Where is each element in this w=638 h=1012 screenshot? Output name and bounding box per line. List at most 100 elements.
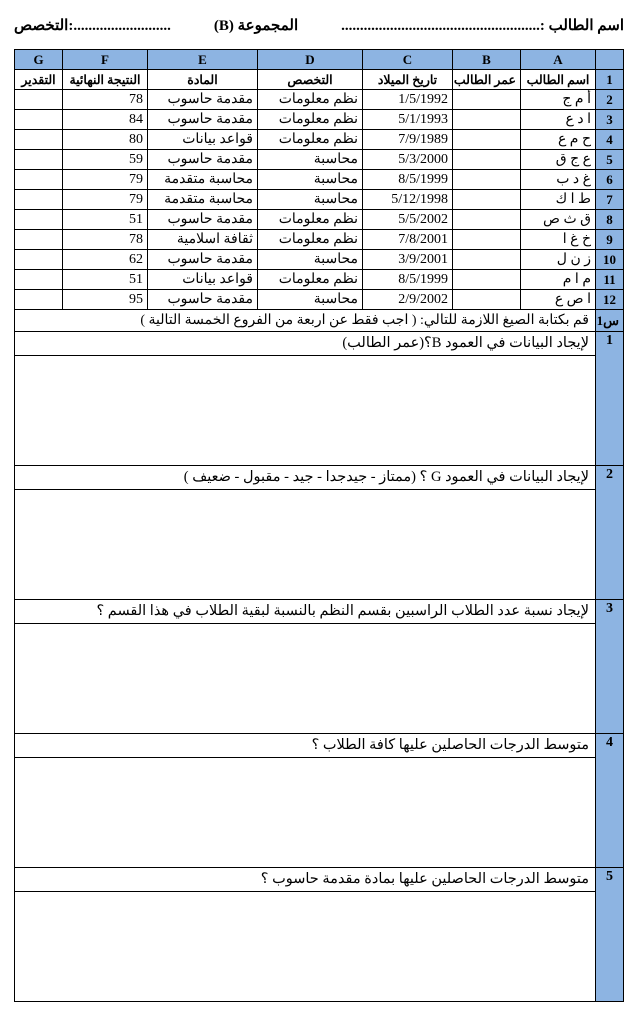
cell-subject: مقدمة حاسوب (148, 90, 258, 110)
cell-rating (15, 110, 63, 130)
cell-spec: نظم معلومات (258, 270, 363, 290)
subhead-E: المادة (148, 70, 258, 90)
cell-name: ط ا ك (521, 190, 596, 210)
cell-name: ا ص ع (521, 290, 596, 310)
cell-spec: محاسبة (258, 290, 363, 310)
cell-grade: 51 (63, 210, 148, 230)
cell-grade: 78 (63, 90, 148, 110)
answer-space (15, 892, 596, 1002)
cell-spec: نظم معلومات (258, 110, 363, 130)
row-number: 7 (596, 190, 624, 210)
cell-grade: 78 (63, 230, 148, 250)
cell-age (453, 210, 521, 230)
question-number: 4 (596, 734, 624, 868)
header: اسم الطالب :............................… (14, 16, 624, 35)
cell-grade: 79 (63, 190, 148, 210)
cell-dob: 8/5/1999 (363, 270, 453, 290)
cell-subject: مقدمة حاسوب (148, 150, 258, 170)
col-head-B: B (453, 50, 521, 70)
cell-name: ق ث ص (521, 210, 596, 230)
subhead-D: التخصص (258, 70, 363, 90)
table-row: 2أ م ج1/5/1992نظم معلوماتمقدمة حاسوب78 (15, 90, 624, 110)
question-text: متوسط الدرجات الحاصلين عليها بمادة مقدمة… (15, 868, 596, 892)
instruction-text: قم بكتابة الصيغ اللازمة للتالي: ( اجب فق… (15, 310, 596, 332)
cell-spec: محاسبة (258, 150, 363, 170)
data-table: A B C D E F G 1 اسم الطالب عمر الطالب تا… (14, 49, 624, 1002)
spec-label: التخصص:.......................... (14, 16, 171, 35)
cell-grade: 84 (63, 110, 148, 130)
row-number: 9 (596, 230, 624, 250)
cell-dob: 3/9/2001 (363, 250, 453, 270)
cell-subject: مقدمة حاسوب (148, 210, 258, 230)
cell-dob: 5/1/1993 (363, 110, 453, 130)
cell-rating (15, 270, 63, 290)
col-head-C: C (363, 50, 453, 70)
question-row: 5متوسط الدرجات الحاصلين عليها بمادة مقدم… (15, 868, 624, 892)
col-head-E: E (148, 50, 258, 70)
cell-rating (15, 150, 63, 170)
cell-dob: 8/5/1999 (363, 170, 453, 190)
answer-space-row (15, 356, 624, 466)
cell-age (453, 270, 521, 290)
cell-subject: محاسبة متقدمة (148, 170, 258, 190)
answer-space (15, 624, 596, 734)
subhead-A: اسم الطالب (521, 70, 596, 90)
cell-subject: مقدمة حاسوب (148, 290, 258, 310)
row-number: 3 (596, 110, 624, 130)
cell-dob: 7/8/2001 (363, 230, 453, 250)
cell-rating (15, 170, 63, 190)
cell-rating (15, 90, 63, 110)
question-number: 1 (596, 332, 624, 466)
instruction-row: س1 قم بكتابة الصيغ اللازمة للتالي: ( اجب… (15, 310, 624, 332)
cell-spec: محاسبة (258, 170, 363, 190)
group-label: المجموعة (B) (214, 16, 298, 35)
cell-name: غ د ب (521, 170, 596, 190)
question-number: 3 (596, 600, 624, 734)
table-row: 11م ا م8/5/1999نظم معلوماتقواعد بيانات51 (15, 270, 624, 290)
cell-rating (15, 210, 63, 230)
table-row: 9خ غ ا7/8/2001نظم معلوماتثقافة اسلامية78 (15, 230, 624, 250)
question-number: 2 (596, 466, 624, 600)
subhead-G: التقدير (15, 70, 63, 90)
cell-spec: محاسبة (258, 190, 363, 210)
cell-subject: محاسبة متقدمة (148, 190, 258, 210)
cell-age (453, 290, 521, 310)
cell-dob: 5/3/2000 (363, 150, 453, 170)
cell-dob: 1/5/1992 (363, 90, 453, 110)
question-text: لإيجاد البيانات في العمود G ؟ (ممتاز - ج… (15, 466, 596, 490)
row-number (596, 50, 624, 70)
cell-grade: 62 (63, 250, 148, 270)
table-row: 6غ د ب8/5/1999محاسبةمحاسبة متقدمة79 (15, 170, 624, 190)
question-row: 3لإيجاد نسبة عدد الطلاب الراسبين بقسم ال… (15, 600, 624, 624)
cell-spec: نظم معلومات (258, 90, 363, 110)
col-head-F: F (63, 50, 148, 70)
table-row: 3ا د ع5/1/1993نظم معلوماتمقدمة حاسوب84 (15, 110, 624, 130)
instruction-label: س1 (596, 310, 624, 332)
cell-rating (15, 230, 63, 250)
cell-rating (15, 290, 63, 310)
cell-grade: 95 (63, 290, 148, 310)
cell-name: أ م ج (521, 90, 596, 110)
cell-name: ز ن ل (521, 250, 596, 270)
row-number: 1 (596, 70, 624, 90)
answer-space-row (15, 758, 624, 868)
answer-space (15, 758, 596, 868)
cell-grade: 59 (63, 150, 148, 170)
subhead-F: النتيجة النهائية (63, 70, 148, 90)
cell-dob: 7/9/1989 (363, 130, 453, 150)
cell-subject: قواعد بيانات (148, 130, 258, 150)
table-row: 12ا ص ع2/9/2002محاسبةمقدمة حاسوب95 (15, 290, 624, 310)
row-number: 10 (596, 250, 624, 270)
row-number: 11 (596, 270, 624, 290)
table-row: 7ط ا ك5/12/1998محاسبةمحاسبة متقدمة79 (15, 190, 624, 210)
cell-subject: قواعد بيانات (148, 270, 258, 290)
question-number: 5 (596, 868, 624, 1002)
subhead-B: عمر الطالب (453, 70, 521, 90)
cell-grade: 80 (63, 130, 148, 150)
cell-age (453, 110, 521, 130)
col-head-D: D (258, 50, 363, 70)
question-row: 1لإيجاد البيانات في العمود B؟(عمر الطالب… (15, 332, 624, 356)
question-row: 2لإيجاد البيانات في العمود G ؟ (ممتاز - … (15, 466, 624, 490)
cell-grade: 51 (63, 270, 148, 290)
cell-rating (15, 190, 63, 210)
